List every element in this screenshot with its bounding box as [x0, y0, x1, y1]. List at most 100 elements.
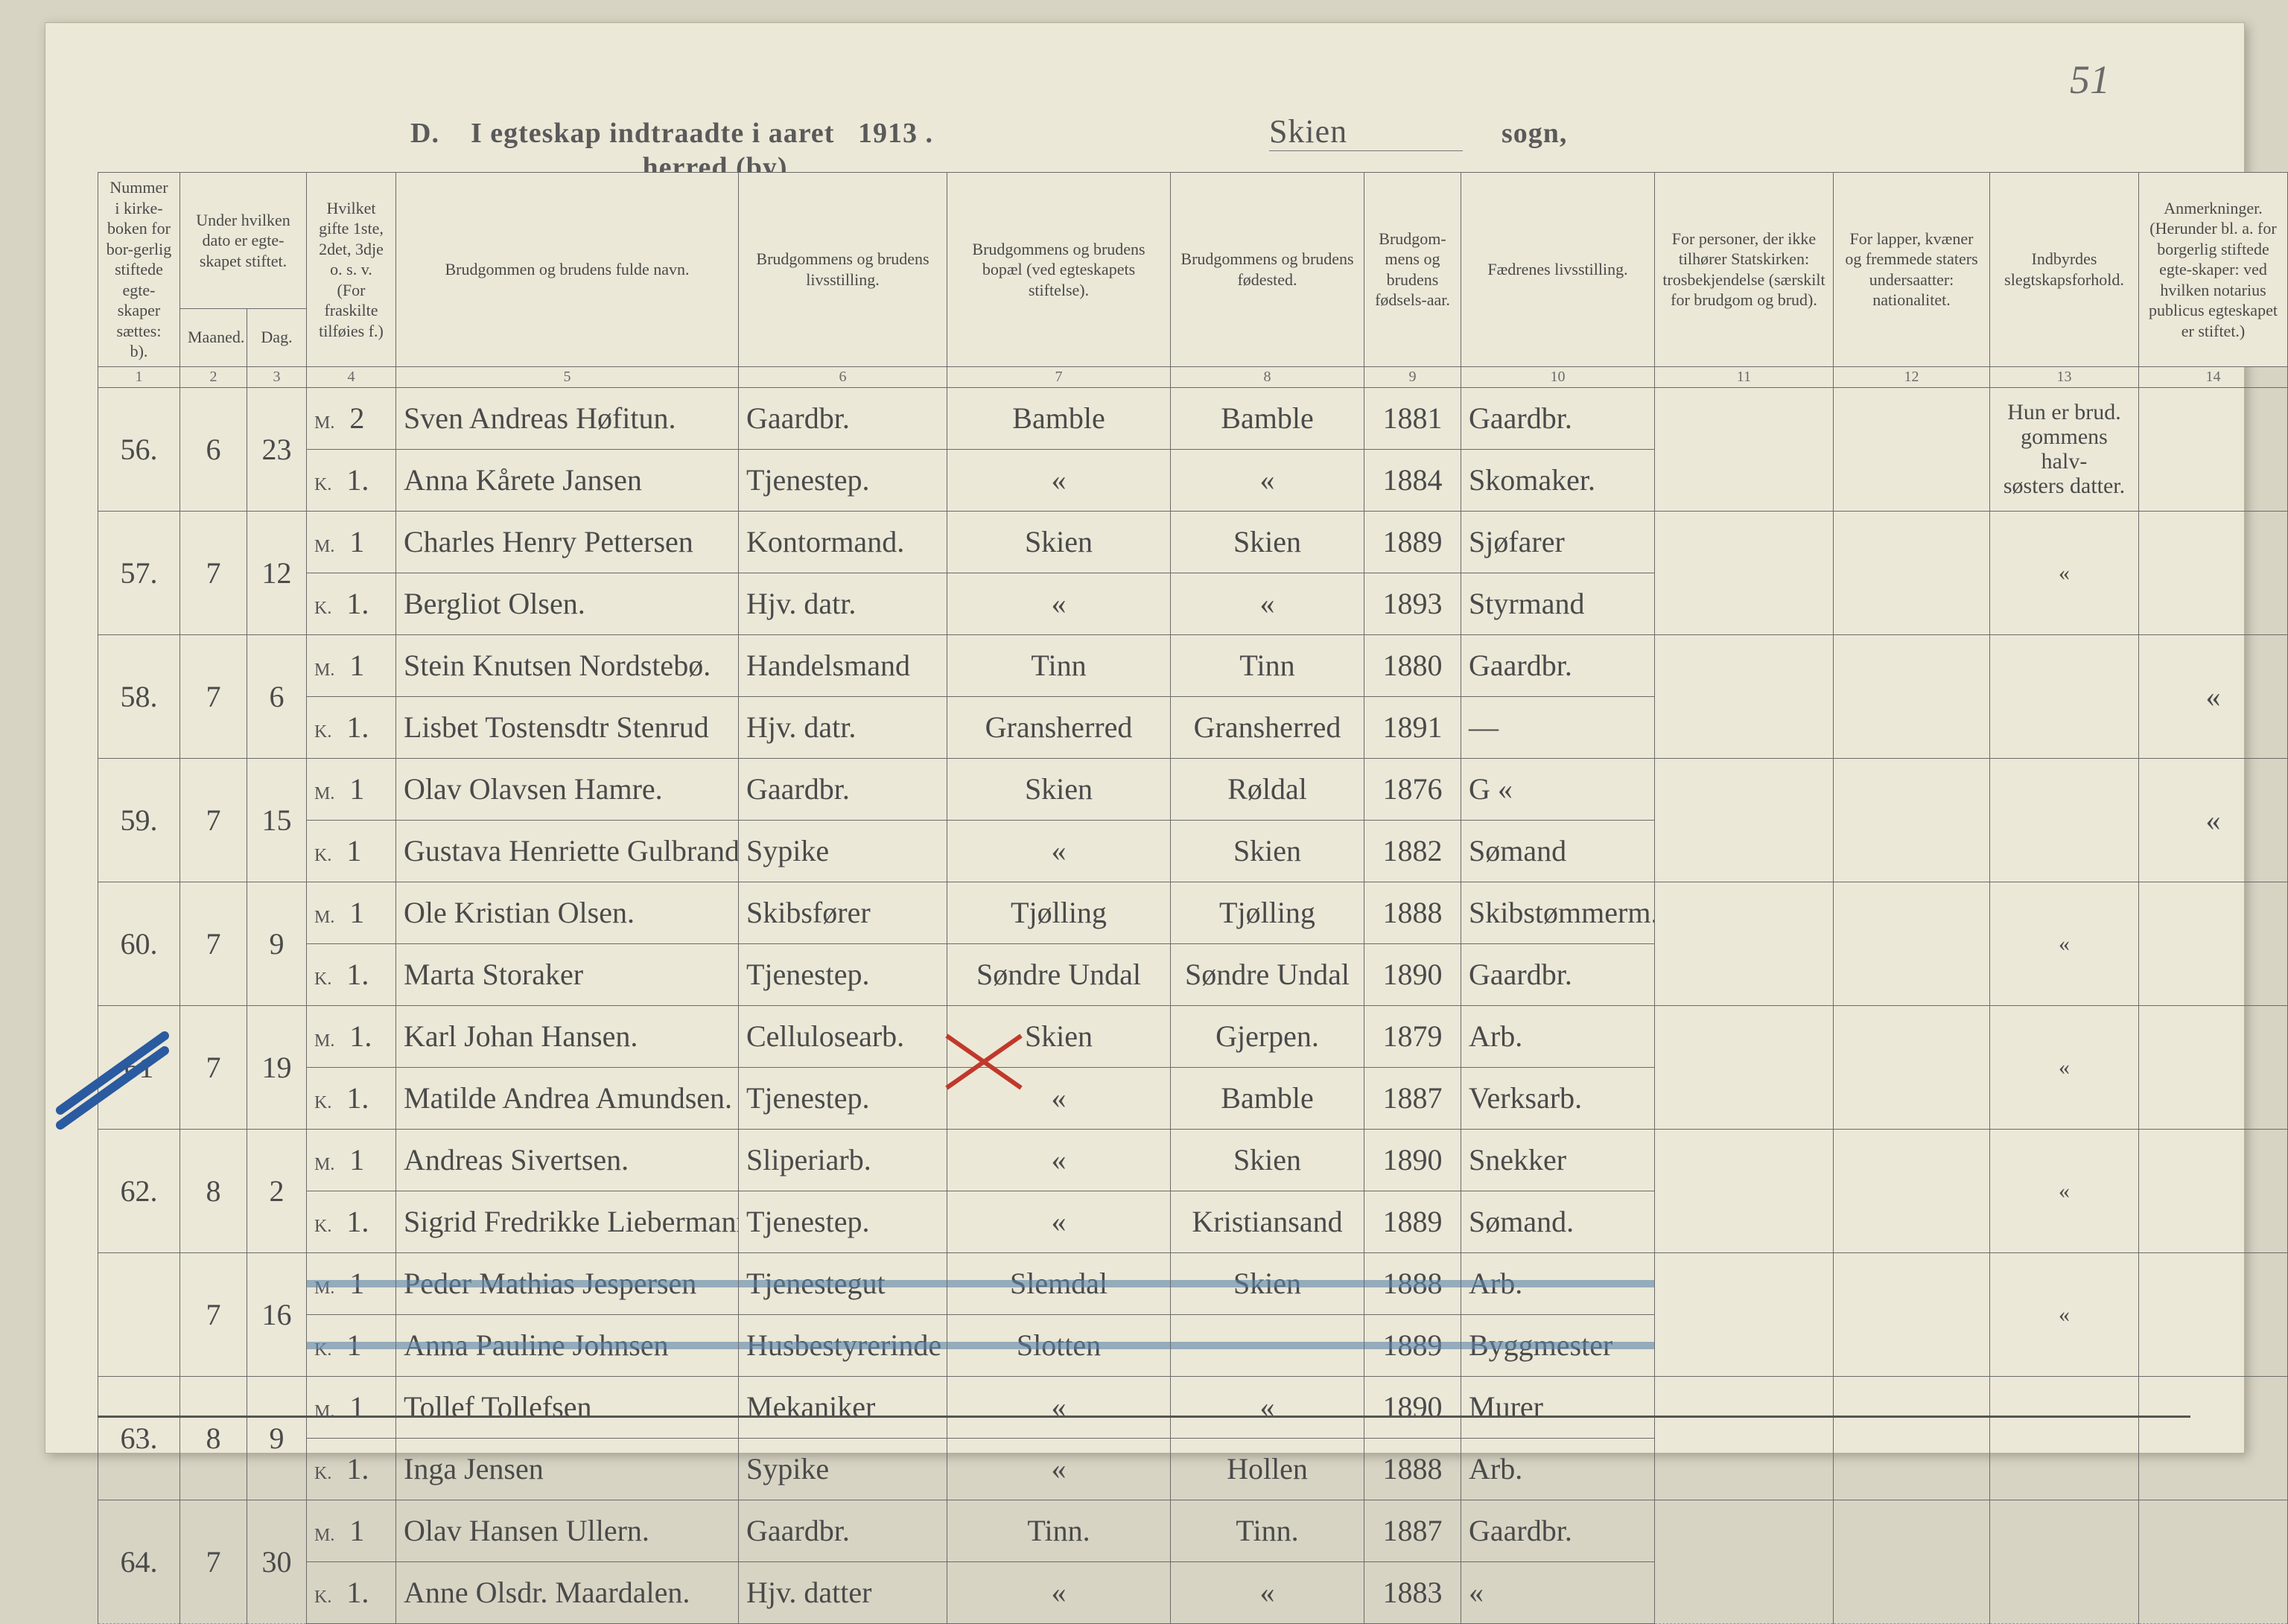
cell-nummer: 59.	[98, 758, 180, 882]
cell-gifte: K. 1.	[307, 449, 396, 511]
role-label-k: K.	[314, 722, 331, 742]
role-label-m: M.	[314, 660, 334, 680]
cell-maaned: 7	[180, 1500, 247, 1623]
cell-bopael: «	[947, 1376, 1171, 1438]
cell-slegt: «	[1990, 1005, 2139, 1129]
cell-tros	[1655, 1252, 1834, 1376]
colnum: 10	[1461, 366, 1655, 387]
cell-slegt: «	[1990, 511, 2139, 634]
role-label-k: K.	[314, 475, 331, 494]
cell-slegt	[1990, 758, 2139, 882]
colnum: 9	[1364, 366, 1461, 387]
page-number: 51	[2070, 57, 2110, 103]
cell-faedre: Gaardbr.	[1461, 943, 1655, 1005]
cell-navn: Inga Jensen	[396, 1438, 739, 1500]
cell-navn: Olav Olavsen Hamre.	[396, 758, 739, 820]
cell-tros	[1655, 634, 1834, 758]
cell-bopael: Tinn	[947, 634, 1171, 696]
cell-gifte: K. 1.	[307, 573, 396, 634]
table-row: 57.712M. 1Charles Henry PettersenKontorm…	[98, 511, 2288, 573]
cell-navn: Sven Andreas Høfitun.	[396, 387, 739, 449]
cell-dag: 9	[247, 1376, 307, 1500]
cell-aar: 1879	[1364, 1005, 1461, 1067]
cell-bopael: Skien	[947, 1005, 1171, 1067]
cell-gifte: K. 1	[307, 1314, 396, 1376]
table-row: 61719M. 1.Karl Johan Hansen.Cellulosearb…	[98, 1005, 2288, 1067]
cell-fodested: «	[1171, 573, 1364, 634]
cell-maaned: 7	[180, 1252, 247, 1376]
role-label-k: K.	[314, 1093, 331, 1112]
role-label-k: K.	[314, 1217, 331, 1236]
cell-faedre: Byggmester	[1461, 1314, 1655, 1376]
cell-bopael: «	[947, 1438, 1171, 1500]
cell-fodested: «	[1171, 1376, 1364, 1438]
role-label-k: K.	[314, 599, 331, 618]
cell-fodested: Søndre Undal	[1171, 943, 1364, 1005]
table-body: 56.623M. 2Sven Andreas Høfitun.Gaardbr.B…	[98, 387, 2288, 1623]
colnum: 4	[307, 366, 396, 387]
hdr-maaned: Maaned.	[180, 308, 247, 366]
cell-aar: 1880	[1364, 634, 1461, 696]
cell-tros	[1655, 882, 1834, 1005]
cell-stilling: Tjenestegut	[739, 1252, 947, 1314]
cell-aar: 1889	[1364, 511, 1461, 573]
cell-dag: 30	[247, 1500, 307, 1623]
cell-aar: 1890	[1364, 1376, 1461, 1438]
cell-faedre: Sjøfarer	[1461, 511, 1655, 573]
cell-stilling: Gaardbr.	[739, 1500, 947, 1561]
cell-bopael: «	[947, 1129, 1171, 1191]
cell-fodested: «	[1171, 449, 1364, 511]
cell-nummer: 64.	[98, 1500, 180, 1623]
cell-anm	[2139, 1252, 2288, 1376]
hdr-gifte: Hvilket gifte 1ste, 2det, 3dje o. s. v. …	[307, 173, 396, 367]
cell-slegt	[1990, 634, 2139, 758]
cell-aar: 1884	[1364, 449, 1461, 511]
colnum: 14	[2139, 366, 2288, 387]
cell-fodested: Gransherred	[1171, 696, 1364, 758]
role-label-m: M.	[314, 1155, 334, 1174]
cell-navn: Olav Hansen Ullern.	[396, 1500, 739, 1561]
cell-fodested: Tinn.	[1171, 1500, 1364, 1561]
cell-bopael: Bamble	[947, 387, 1171, 449]
hdr-bopael: Brudgommens og brudens bopæl (ved egtesk…	[947, 173, 1171, 367]
role-label-m: M.	[314, 784, 334, 803]
hdr-navn: Brudgommen og brudens fulde navn.	[396, 173, 739, 367]
cell-fodested: Bamble	[1171, 387, 1364, 449]
hdr-anm: Anmerkninger. (Herunder bl. a. for borge…	[2139, 173, 2288, 367]
cell-gifte: M. 1	[307, 1500, 396, 1561]
cell-nummer: 60.	[98, 882, 180, 1005]
role-label-k: K.	[314, 1588, 331, 1607]
label-sogn: sogn,	[1502, 118, 1567, 149]
cell-slegt	[1990, 1500, 2139, 1623]
role-label-k: K.	[314, 1340, 331, 1360]
cell-dag: 6	[247, 634, 307, 758]
cell-stilling: Sypike	[739, 820, 947, 882]
role-label-m: M.	[314, 1278, 334, 1298]
cell-gifte: M. 1	[307, 1252, 396, 1314]
cell-faedre: Sømand	[1461, 820, 1655, 882]
cell-bopael: Søndre Undal	[947, 943, 1171, 1005]
cell-aar: 1888	[1364, 882, 1461, 943]
cell-anm	[2139, 1129, 2288, 1252]
cell-maaned: 7	[180, 758, 247, 882]
cell-aar: 1893	[1364, 573, 1461, 634]
cell-fodested: Skien	[1171, 1129, 1364, 1191]
cell-bopael: «	[947, 449, 1171, 511]
cell-dag: 16	[247, 1252, 307, 1376]
cell-faedre: Murer	[1461, 1376, 1655, 1438]
cell-aar: 1876	[1364, 758, 1461, 820]
cell-national	[1834, 1376, 1990, 1500]
cell-gifte: K. 1	[307, 820, 396, 882]
cell-bopael: Slotten	[947, 1314, 1171, 1376]
cell-bopael: Skien	[947, 758, 1171, 820]
role-label-m: M.	[314, 1031, 334, 1051]
cell-fodested: Tinn	[1171, 634, 1364, 696]
cell-dag: 23	[247, 387, 307, 511]
cell-faedre: G «	[1461, 758, 1655, 820]
cell-fodested	[1171, 1314, 1364, 1376]
cell-tros	[1655, 511, 1834, 634]
cell-fodested: Gjerpen.	[1171, 1005, 1364, 1067]
cell-maaned: 7	[180, 511, 247, 634]
cell-navn: Tollef Tollefsen	[396, 1376, 739, 1438]
cell-maaned: 7	[180, 634, 247, 758]
